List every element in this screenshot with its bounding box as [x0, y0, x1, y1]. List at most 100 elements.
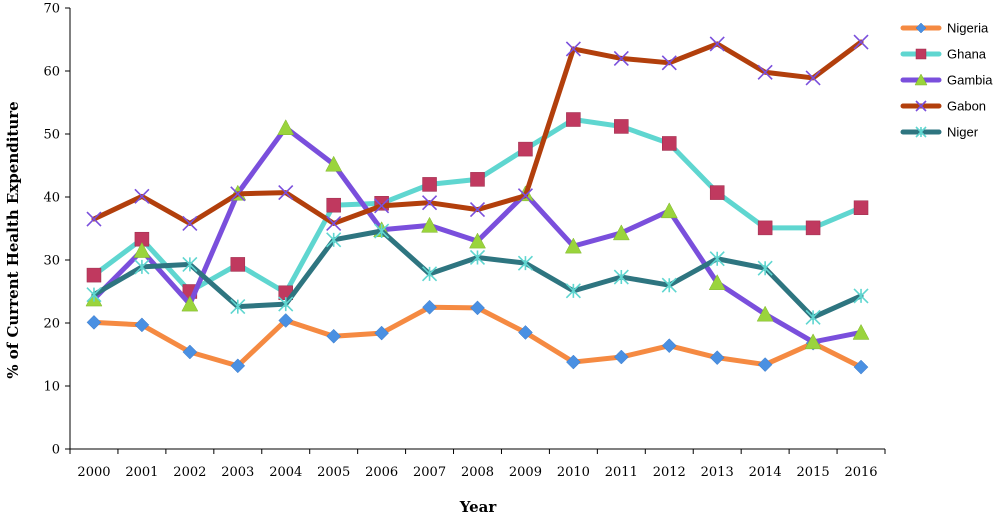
data-point: [230, 186, 246, 202]
data-point: [469, 249, 486, 266]
data-point: [805, 220, 821, 236]
data-point: [804, 333, 822, 350]
data-point: [565, 41, 581, 57]
legend-item-nigeria: Nigeria: [900, 21, 989, 36]
data-point: [757, 220, 773, 236]
data-point: [709, 36, 725, 52]
data-point: [709, 350, 725, 366]
data-point: [326, 197, 341, 213]
data-point: [614, 119, 629, 134]
data-point: [566, 112, 581, 127]
data-point: [421, 216, 438, 233]
legend-label-niger: Niger: [947, 125, 979, 140]
data-point: [422, 299, 437, 315]
data-point: [182, 256, 198, 272]
legend-item-gabon: Gabon: [900, 99, 986, 114]
legend-label-gambia: Gambia: [947, 73, 993, 88]
data-point: [914, 73, 928, 86]
data-point: [421, 195, 438, 211]
x-axis-title: Year: [459, 498, 498, 516]
data-point: [757, 260, 773, 276]
y-tick-label: 20: [43, 317, 60, 332]
x-tick-label: 2012: [653, 465, 686, 480]
data-point: [709, 251, 725, 267]
data-point: [134, 259, 150, 275]
data-point: [708, 274, 726, 290]
data-point: [518, 141, 533, 157]
legend-item-gambia: Gambia: [900, 73, 993, 88]
data-point: [470, 300, 485, 316]
series-layer: [85, 34, 870, 375]
x-tick-label: 2004: [269, 465, 302, 480]
data-point: [374, 198, 390, 214]
data-point: [613, 269, 629, 285]
data-point: [757, 64, 773, 80]
data-point: [915, 22, 927, 34]
axes: 0 10 20 30 40 50 60 70 2000 2001 2002 2003 2004 2005 2…: [43, 2, 886, 480]
data-point: [853, 200, 869, 215]
data-point: [613, 50, 629, 66]
data-point: [86, 287, 102, 303]
data-point: [517, 188, 534, 204]
data-point: [662, 136, 677, 151]
data-point: [278, 185, 294, 201]
data-point: [853, 34, 869, 50]
data-point: [86, 267, 102, 283]
data-point: [182, 344, 198, 360]
data-point: [326, 215, 342, 232]
data-point: [915, 126, 927, 138]
data-point: [566, 354, 581, 370]
x-tick-label: 2010: [557, 465, 590, 480]
data-point: [326, 328, 342, 344]
legend-label-nigeria: Nigeria: [947, 21, 989, 36]
data-point: [565, 283, 581, 299]
data-point: [564, 237, 582, 254]
x-tick-label: 2006: [365, 465, 398, 480]
data-point: [277, 119, 295, 135]
data-point: [422, 177, 437, 192]
x-tick-label: 2011: [605, 465, 638, 480]
x-tick-label: 2001: [125, 465, 158, 480]
x-tick-label: 2000: [77, 465, 110, 480]
x-tick-label: 2007: [413, 465, 446, 480]
data-point: [134, 317, 150, 333]
series-line-gabon: [91, 39, 864, 226]
data-point: [421, 266, 438, 282]
data-point: [756, 305, 774, 322]
y-tick-label: 10: [43, 380, 60, 395]
data-point: [181, 295, 199, 312]
data-point: [278, 313, 294, 328]
legend-label-gabon: Gabon: [947, 99, 986, 114]
data-point: [133, 242, 151, 258]
data-point: [326, 232, 342, 248]
data-point: [853, 359, 869, 375]
x-tick-label: 2016: [844, 465, 877, 480]
legend-item-niger: Niger: [900, 125, 979, 140]
x-tick-label: 2002: [173, 465, 206, 480]
data-point: [915, 48, 927, 60]
data-point: [805, 309, 821, 325]
data-point: [86, 315, 102, 330]
data-point: [230, 299, 246, 315]
legend-label-ghana: Ghana: [947, 47, 987, 62]
data-point: [612, 224, 630, 241]
data-point: [661, 338, 677, 354]
y-axis-title: % of Current Health Expenditure: [4, 101, 22, 378]
legend: Nigeria Ghana Gambia Gabon Niger: [900, 21, 993, 140]
data-point: [709, 185, 725, 200]
x-tick-label: 2003: [221, 465, 254, 480]
data-point: [134, 188, 150, 204]
data-point: [230, 257, 246, 272]
legend-item-ghana: Ghana: [900, 47, 987, 62]
x-tick-label: 2013: [701, 465, 734, 480]
data-point: [278, 296, 294, 312]
data-point: [374, 325, 389, 341]
data-point: [517, 255, 534, 271]
x-tick-label: 2015: [797, 465, 830, 480]
y-tick-label: 60: [43, 65, 60, 80]
data-point: [613, 349, 629, 365]
series-gabon: [86, 34, 869, 232]
y-tick-label: 40: [43, 191, 60, 206]
y-tick-label: 50: [43, 128, 60, 143]
